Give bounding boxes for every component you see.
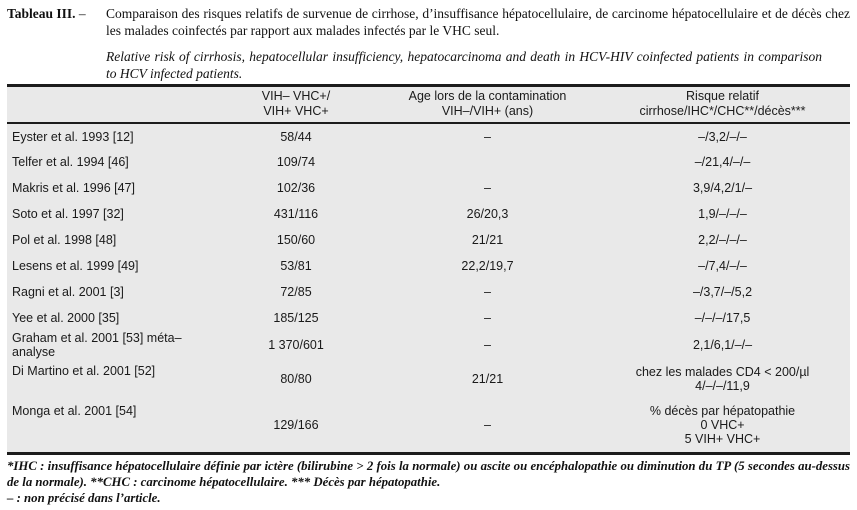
risk-cell: –/3,2/–/– <box>698 129 747 144</box>
risk-cell: 3,9/4,2/1/– <box>692 181 753 195</box>
age-cell: – <box>484 129 491 144</box>
counts-cell: 431/116 <box>273 207 319 221</box>
risk-cell: –/21,4/–/– <box>694 155 751 169</box>
table-row: Eyster et al. 1993 [12] 58/44 – –/3,2/–/… <box>7 123 850 149</box>
risk-cell: chez les malades CD4 < 200/µl 4/–/–/11,9 <box>635 365 810 393</box>
caption-english-text: Relative risk of cirrhosis, hepatocellul… <box>106 49 822 81</box>
risk-cell: % décès par hépatopathie 0 VHC+ 5 VIH+ V… <box>649 404 796 447</box>
age-cell: – <box>484 418 491 433</box>
footnote-dash-legend: – : non précisé dans l’article. <box>7 491 161 505</box>
age-cell: 21/21 <box>471 233 504 247</box>
risk-cell: 1,9/–/–/– <box>698 207 747 221</box>
study-cell: Makris et al. 1996 [47] <box>12 181 135 195</box>
table-caption: Tableau III. – Comparaison des risques re… <box>7 5 850 82</box>
table-row: Telfer et al. 1994 [46] 109/74 –/21,4/–/… <box>7 149 850 175</box>
age-cell: – <box>484 181 491 195</box>
counts-cell: 129/166 <box>273 418 319 433</box>
header-row: VIH– VHC+/ VIH+ VHC+ Age lors de la cont… <box>7 85 850 124</box>
counts-cell: 150/60 <box>276 233 316 247</box>
table-row: Monga et al. 2001 [54] 129/166 – % décès… <box>7 399 850 453</box>
study-cell: Di Martino et al. 2001 [52] <box>12 364 156 378</box>
age-cell: – <box>484 285 491 299</box>
header-age-column: Age lors de la contamination VIH–/VIH+ (… <box>380 85 595 124</box>
counts-cell: 185/125 <box>273 311 319 325</box>
study-cell: Eyster et al. 1993 [12] <box>12 129 134 144</box>
table-row: Pol et al. 1998 [48] 150/60 21/21 2,2/–/… <box>7 227 850 253</box>
study-cell: Pol et al. 1998 [48] <box>12 233 117 247</box>
age-cell: – <box>484 338 491 352</box>
header-risk-column: Risque relatif cirrhose/IHC*/CHC**/décès… <box>595 85 850 124</box>
counts-cell: 109/74 <box>276 155 316 169</box>
age-cell <box>380 149 595 175</box>
risk-cell: –/–/–/17,5 <box>694 311 751 325</box>
header-counts-column: VIH– VHC+/ VIH+ VHC+ <box>212 85 380 124</box>
caption-label-wrap: Tableau III. – <box>7 5 106 22</box>
caption-dash: – <box>78 6 86 21</box>
counts-cell: 53/81 <box>280 259 312 273</box>
counts-cell: 72/85 <box>280 285 312 299</box>
risk-cell: –/3,7/–/5,2 <box>692 285 753 299</box>
age-cell: 26/20,3 <box>466 207 509 221</box>
header-study-column <box>7 85 212 124</box>
study-cell: Telfer et al. 1994 [46] <box>12 155 129 169</box>
risk-cell: 2,1/6,1/–/– <box>692 338 753 352</box>
table-number-label: Tableau III. <box>7 6 76 21</box>
footnote-definitions: *IHC : insuffisance hépatocellulaire déf… <box>7 459 850 489</box>
table-row: Makris et al. 1996 [47] 102/36 – 3,9/4,2… <box>7 175 850 201</box>
counts-cell: 58/44 <box>280 129 312 144</box>
table-row: Di Martino et al. 2001 [52] 80/80 21/21 … <box>7 359 850 399</box>
comparison-table: VIH– VHC+/ VIH+ VHC+ Age lors de la cont… <box>7 84 850 455</box>
table-row: Lesens et al. 1999 [49] 53/81 22,2/19,7 … <box>7 253 850 279</box>
study-cell: Soto et al. 1997 [32] <box>12 207 124 221</box>
caption-french: Tableau III. – Comparaison des risques re… <box>7 5 850 39</box>
table-row: Graham et al. 2001 [53] méta–analyse 1 3… <box>7 331 850 359</box>
study-cell: Yee et al. 2000 [35] <box>12 311 120 325</box>
table-row: Ragni et al. 2001 [3] 72/85 – –/3,7/–/5,… <box>7 279 850 305</box>
counts-cell: 102/36 <box>276 181 316 195</box>
age-cell: 21/21 <box>471 372 504 386</box>
table-row: Yee et al. 2000 [35] 185/125 – –/–/–/17,… <box>7 305 850 331</box>
study-cell: Monga et al. 2001 [54] <box>12 404 137 418</box>
table-row: Soto et al. 1997 [32] 431/116 26/20,3 1,… <box>7 201 850 227</box>
footnotes: *IHC : insuffisance hépatocellulaire déf… <box>7 458 850 506</box>
counts-cell: 1 370/601 <box>268 338 324 352</box>
counts-cell: 80/80 <box>280 372 312 386</box>
age-cell: – <box>484 311 491 325</box>
study-cell: Graham et al. 2001 [53] méta–analyse <box>12 331 182 359</box>
study-cell: Lesens et al. 1999 [49] <box>12 259 139 273</box>
risk-cell: –/7,4/–/– <box>698 259 747 273</box>
age-cell: 22,2/19,7 <box>461 259 514 273</box>
risk-cell: 2,2/–/–/– <box>698 233 747 247</box>
study-cell: Ragni et al. 2001 [3] <box>12 285 124 299</box>
caption-french-text: Comparaison des risques relatifs de surv… <box>106 6 850 38</box>
